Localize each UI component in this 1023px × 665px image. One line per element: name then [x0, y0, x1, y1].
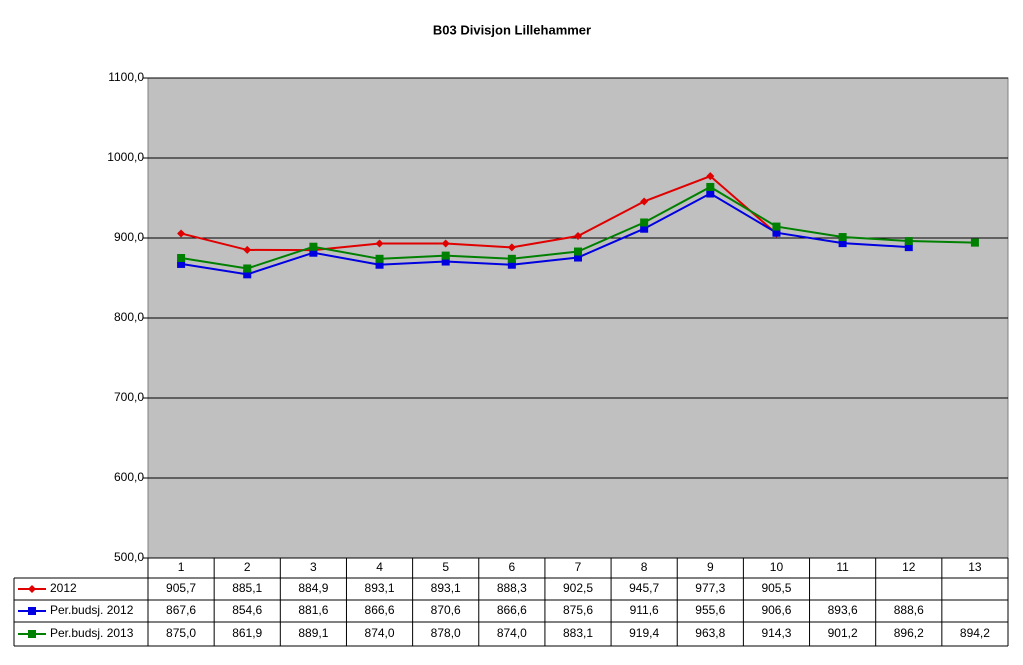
x-tick-label: 11 — [836, 560, 849, 574]
table-value: 905,7 — [166, 581, 196, 595]
marker — [375, 260, 384, 269]
marker — [309, 248, 318, 257]
table-value: 867,6 — [166, 603, 196, 617]
table-value: 977,3 — [695, 581, 725, 595]
table-value: 883,1 — [563, 626, 593, 640]
x-tick-label: 10 — [770, 560, 784, 574]
marker — [970, 238, 979, 247]
marker — [441, 251, 450, 260]
y-tick-label: 1100,0 — [108, 70, 144, 84]
marker — [507, 243, 516, 252]
table-value: 888,6 — [894, 603, 924, 617]
table-value: 878,0 — [431, 626, 461, 640]
table-value: 963,8 — [695, 626, 725, 640]
table-value: 905,5 — [761, 581, 791, 595]
marker — [441, 257, 450, 266]
table-value: 955,6 — [695, 603, 725, 617]
y-tick-label: 1000,0 — [107, 150, 144, 164]
x-tick-label: 12 — [902, 560, 916, 574]
marker — [309, 242, 318, 251]
marker — [243, 264, 252, 273]
marker — [574, 247, 582, 256]
marker — [706, 182, 715, 191]
marker — [640, 197, 649, 206]
marker — [507, 254, 516, 263]
marker — [772, 228, 781, 237]
x-tick-label: 3 — [310, 560, 317, 574]
x-tick-label: 1 — [178, 560, 185, 574]
x-tick-label: 13 — [968, 560, 982, 574]
marker — [507, 260, 516, 269]
table-value: 874,0 — [497, 626, 527, 640]
x-tick-label: 5 — [442, 560, 449, 574]
marker — [177, 254, 186, 262]
marker — [706, 189, 715, 198]
marker — [375, 254, 384, 263]
table-value: 884,9 — [298, 581, 328, 595]
table-value: 911,6 — [630, 603, 659, 617]
marker — [838, 239, 847, 248]
table-value: 888,3 — [497, 581, 527, 595]
marker — [574, 232, 582, 240]
table-value: 945,7 — [629, 581, 659, 595]
table-value: 894,2 — [960, 626, 990, 640]
legend-label: Per.budsj. 2012 — [50, 603, 134, 617]
y-tick-label: 800,0 — [114, 310, 144, 324]
table-value: 893,1 — [431, 581, 461, 595]
table-value: 874,0 — [365, 626, 395, 640]
marker — [904, 237, 913, 246]
legend-marker — [28, 585, 36, 593]
marker — [177, 259, 186, 268]
x-tick-label: 4 — [376, 560, 383, 574]
table-value: 914,3 — [761, 626, 791, 640]
table-value: 866,6 — [365, 603, 395, 617]
table-value: 902,5 — [563, 581, 593, 595]
marker — [243, 245, 252, 254]
marker — [177, 229, 186, 238]
legend-marker — [28, 630, 36, 638]
table-value: 875,0 — [166, 626, 196, 640]
marker — [640, 224, 649, 233]
x-tick-label: 2 — [244, 560, 251, 574]
marker — [904, 243, 913, 252]
table-value: 919,4 — [629, 626, 659, 640]
y-tick-label: 700,0 — [114, 390, 144, 404]
table-value: 870,6 — [431, 603, 461, 617]
marker — [243, 270, 252, 279]
marker — [441, 239, 450, 248]
table-value: 885,1 — [232, 581, 262, 595]
legend-label: 2012 — [50, 581, 77, 595]
y-tick-label: 500,0 — [114, 550, 144, 564]
marker — [838, 233, 847, 242]
table-value: 866,6 — [497, 603, 527, 617]
table-value: 854,6 — [232, 603, 262, 617]
legend-label: Per.budsj. 2013 — [50, 626, 134, 640]
marker — [640, 218, 649, 227]
y-tick-label: 900,0 — [114, 230, 144, 244]
series-line — [180, 175, 778, 252]
marker — [772, 222, 781, 231]
marker — [574, 253, 582, 262]
table-value: 896,2 — [894, 626, 924, 640]
table-value: 881,6 — [298, 603, 328, 617]
table-value: 901,2 — [828, 626, 858, 640]
series-line — [180, 192, 909, 276]
table-value: 889,1 — [298, 626, 328, 640]
x-tick-label: 7 — [575, 560, 582, 574]
chart-title: B03 Divisjon Lillehammer — [433, 22, 591, 37]
marker — [706, 172, 715, 181]
x-tick-label: 9 — [707, 560, 714, 574]
table-value: 875,6 — [563, 603, 593, 617]
table-value: 906,6 — [761, 603, 791, 617]
table-value: 893,6 — [828, 603, 858, 617]
marker — [375, 239, 384, 248]
x-tick-label: 8 — [641, 560, 648, 574]
x-tick-label: 6 — [509, 560, 516, 574]
y-tick-label: 600,0 — [114, 470, 144, 484]
table-value: 861,9 — [232, 626, 262, 640]
table-value: 893,1 — [365, 581, 395, 595]
legend-marker — [28, 607, 36, 615]
